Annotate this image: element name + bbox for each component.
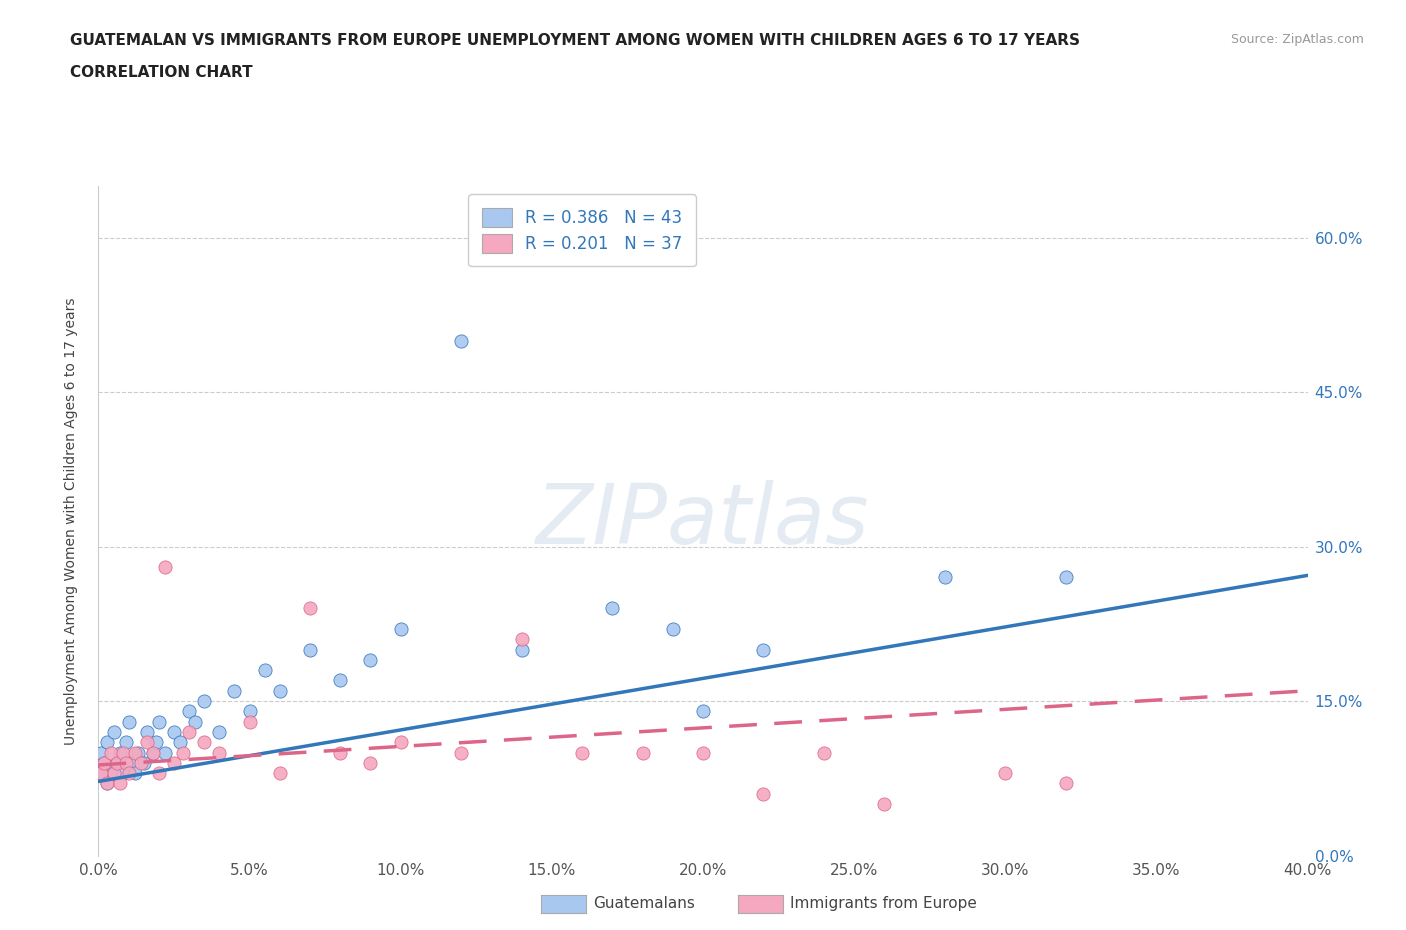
Point xyxy=(145,735,167,750)
Point xyxy=(389,735,412,750)
Point xyxy=(450,745,472,760)
Point xyxy=(108,776,131,790)
Point xyxy=(148,765,170,780)
Point xyxy=(153,560,176,575)
Text: Guatemalans: Guatemalans xyxy=(593,897,695,911)
Point xyxy=(118,765,141,780)
Point xyxy=(103,765,125,780)
Point xyxy=(127,745,149,760)
Point xyxy=(179,724,201,739)
Point xyxy=(662,621,685,636)
Point xyxy=(96,776,118,790)
Point xyxy=(142,745,165,760)
Point xyxy=(299,601,322,616)
Point xyxy=(299,642,322,657)
Point xyxy=(103,724,125,739)
Point xyxy=(103,765,125,780)
Point xyxy=(571,745,593,760)
Point xyxy=(269,765,291,780)
Point xyxy=(602,601,624,616)
Point xyxy=(752,642,775,657)
Point xyxy=(752,787,775,802)
Point xyxy=(510,631,533,646)
Point xyxy=(118,755,141,770)
Point xyxy=(111,765,134,780)
Legend: R = 0.386   N = 43, R = 0.201   N = 37: R = 0.386 N = 43, R = 0.201 N = 37 xyxy=(468,194,696,266)
Point xyxy=(114,755,136,770)
Text: Source: ZipAtlas.com: Source: ZipAtlas.com xyxy=(1230,33,1364,46)
Point xyxy=(124,765,146,780)
Point xyxy=(163,755,186,770)
Point xyxy=(179,704,201,719)
Y-axis label: Unemployment Among Women with Children Ages 6 to 17 years: Unemployment Among Women with Children A… xyxy=(63,297,77,745)
Point xyxy=(510,642,533,657)
Point xyxy=(132,755,155,770)
Point xyxy=(208,745,231,760)
Point xyxy=(108,745,131,760)
Point xyxy=(148,714,170,729)
Point xyxy=(389,621,412,636)
Point xyxy=(111,745,134,760)
Point xyxy=(1054,776,1077,790)
Point xyxy=(360,755,382,770)
Point xyxy=(129,755,152,770)
Point xyxy=(105,755,128,770)
Point xyxy=(208,724,231,739)
Point xyxy=(329,745,352,760)
Point xyxy=(329,673,352,688)
Point xyxy=(142,745,165,760)
Point xyxy=(90,765,112,780)
Point xyxy=(90,745,112,760)
Point xyxy=(360,653,382,668)
Point xyxy=(994,765,1017,780)
Point xyxy=(93,755,115,770)
Point xyxy=(873,797,896,812)
Point xyxy=(96,735,118,750)
Point xyxy=(184,714,207,729)
Point xyxy=(1054,570,1077,585)
Point xyxy=(93,755,115,770)
Point xyxy=(239,704,262,719)
Point xyxy=(193,694,215,709)
Point xyxy=(692,745,714,760)
Point xyxy=(124,745,146,760)
Point xyxy=(813,745,835,760)
Point xyxy=(934,570,956,585)
Point xyxy=(163,724,186,739)
Point xyxy=(105,755,128,770)
Point xyxy=(114,735,136,750)
Point xyxy=(631,745,654,760)
Point xyxy=(135,735,157,750)
Point xyxy=(90,765,112,780)
Point xyxy=(193,735,215,750)
Point xyxy=(450,333,472,348)
Point xyxy=(253,663,276,678)
Point xyxy=(153,745,176,760)
Text: Immigrants from Europe: Immigrants from Europe xyxy=(790,897,977,911)
Point xyxy=(118,714,141,729)
Point xyxy=(96,776,118,790)
Text: CORRELATION CHART: CORRELATION CHART xyxy=(70,65,253,80)
Point xyxy=(100,745,122,760)
Point xyxy=(135,724,157,739)
Text: ZIPatlas: ZIPatlas xyxy=(536,480,870,562)
Point xyxy=(239,714,262,729)
Point xyxy=(169,735,191,750)
Text: GUATEMALAN VS IMMIGRANTS FROM EUROPE UNEMPLOYMENT AMONG WOMEN WITH CHILDREN AGES: GUATEMALAN VS IMMIGRANTS FROM EUROPE UNE… xyxy=(70,33,1080,47)
Point xyxy=(692,704,714,719)
Point xyxy=(224,684,246,698)
Point xyxy=(172,745,194,760)
Point xyxy=(269,684,291,698)
